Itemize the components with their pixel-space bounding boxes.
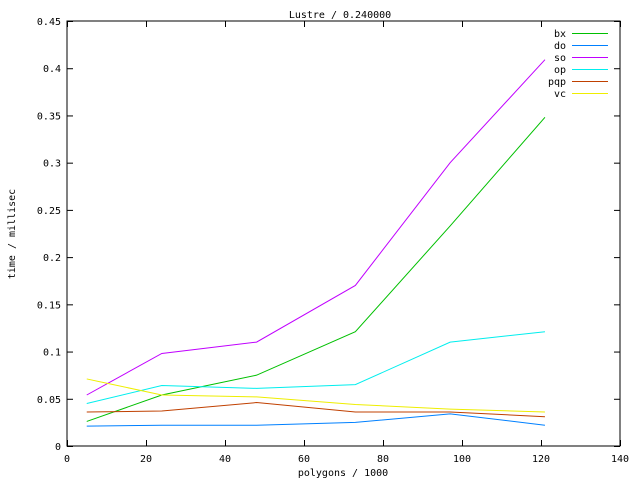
legend-label-bx: bx [554,29,566,40]
series-line-pqp [86,402,545,418]
y-tick-label: 0.05 [37,395,61,406]
y-axis-label: time / millisec [7,189,18,279]
x-tick-label: 0 [64,454,70,465]
y-tick-label: 0.3 [43,159,61,170]
y-tick-label: 0.15 [37,300,61,311]
x-tick-label: 40 [219,454,231,465]
series-line-op [86,331,546,404]
x-axis-label: polygons / 1000 [298,468,388,479]
y-tick-label: 0.1 [43,348,61,359]
chart-title: Lustre / 0.240000 [289,10,391,21]
legend-label-vc: vc [554,89,566,100]
x-tick-label: 100 [453,454,471,465]
series-line-bx [86,117,546,422]
x-tick-label: 120 [532,454,550,465]
legend-label-do: do [554,41,566,52]
x-tick-label: 80 [377,454,389,465]
series-line-do [86,413,546,427]
y-tick-label: 0.4 [43,64,61,75]
legend-label-so: so [554,53,566,64]
legend-label-op: op [554,65,566,76]
y-tick-label: 0.2 [43,253,61,264]
x-tick-label: 20 [140,454,152,465]
series-line-so [86,59,546,396]
y-tick-label: 0.25 [37,206,61,217]
series-line-vc [86,378,545,413]
y-tick-label: 0 [55,442,61,453]
y-tick-label: 0.45 [37,17,61,28]
x-tick-label: 140 [611,454,629,465]
plot-border [66,20,621,447]
y-tick-label: 0.35 [37,111,61,122]
legend-label-pqp: pqp [548,77,566,88]
x-tick-label: 60 [298,454,310,465]
